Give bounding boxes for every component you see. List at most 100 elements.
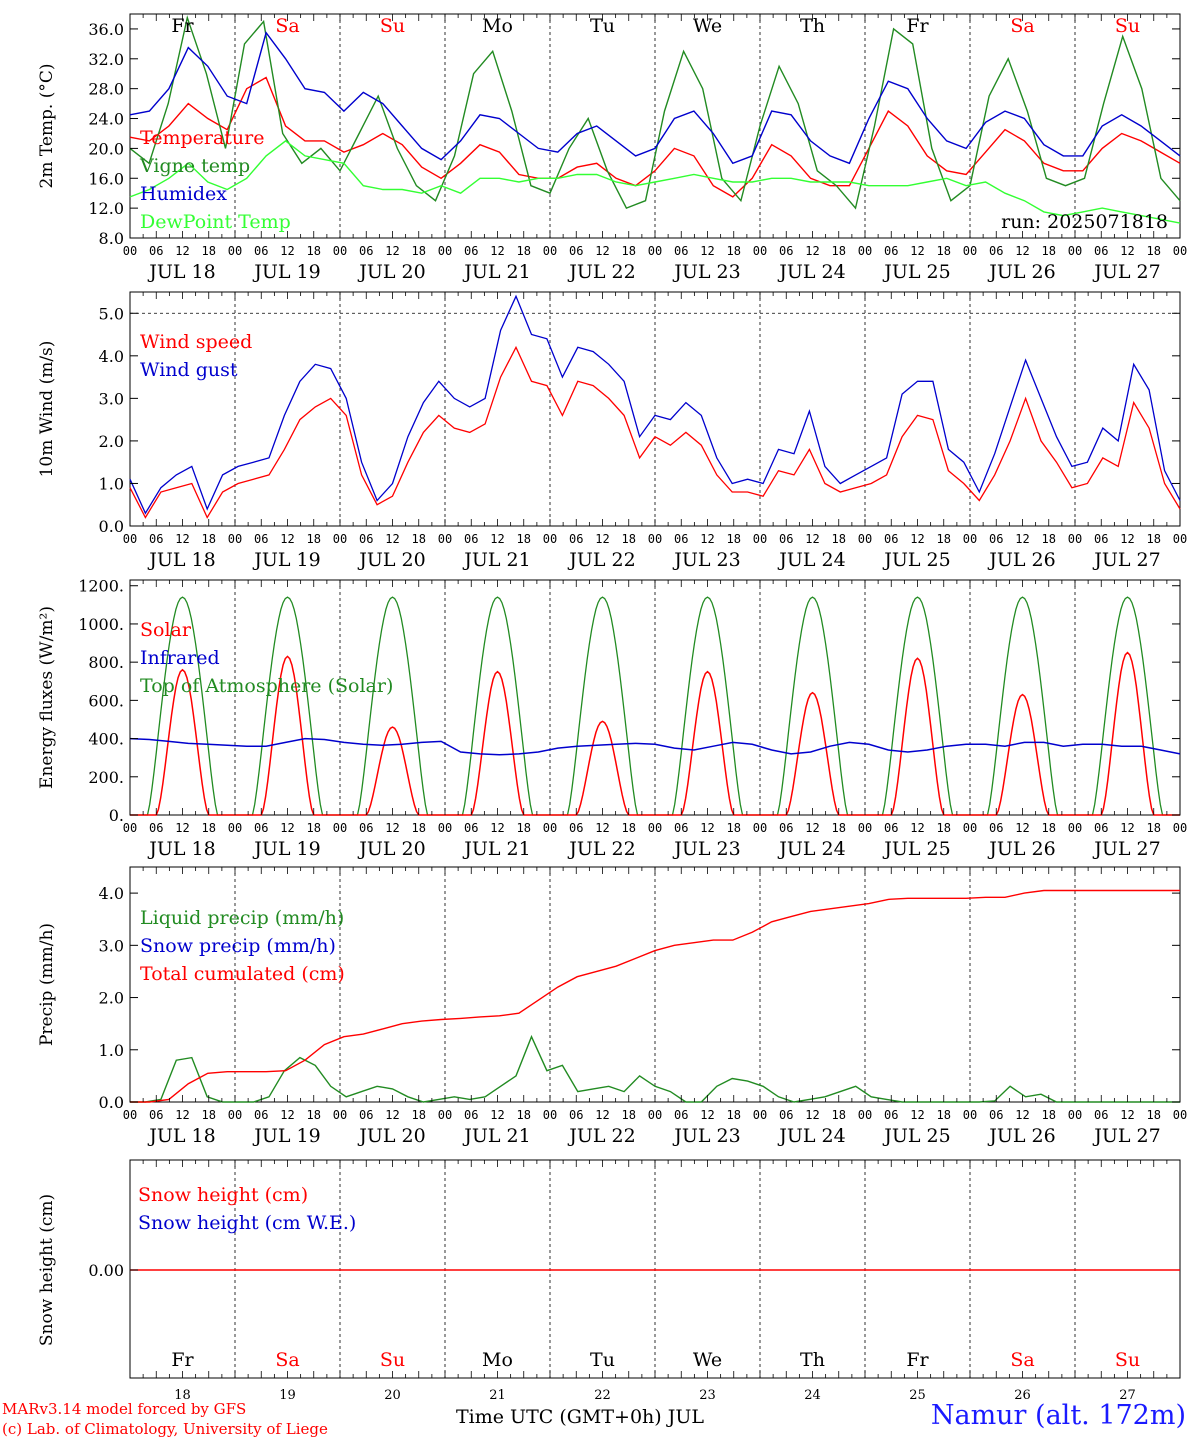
x-date-label: JUL 22 [567, 261, 635, 283]
x-hour-label: 00 [648, 532, 662, 546]
day-name-bottom: Fr [906, 1349, 929, 1371]
x-hour-label: 18 [937, 1108, 951, 1122]
x-hour-label: 06 [779, 821, 793, 835]
x-hour-label: 12 [595, 532, 609, 546]
x-hour-label: 12 [490, 244, 504, 258]
x-hour-label: 12 [910, 244, 924, 258]
x-hour-label: 12 [385, 821, 399, 835]
x-hour-label: 00 [333, 1108, 347, 1122]
day-name: We [693, 15, 722, 37]
x-date-label: JUL 21 [462, 549, 530, 571]
credit-line-2: (c) Lab. of Climatology, University of L… [2, 1420, 328, 1438]
y-tick-label: 0. [109, 806, 124, 825]
x-hour-label: 18 [307, 244, 321, 258]
x-hour-label: 06 [254, 1108, 268, 1122]
y-tick-label: 5.0 [99, 304, 124, 323]
y-tick-label: 20.0 [88, 139, 124, 158]
x-hour-label: 12 [910, 1108, 924, 1122]
y-tick-label: 16.0 [88, 169, 124, 188]
x-hour-label: 12 [175, 244, 189, 258]
x-hour-label: 00 [648, 1108, 662, 1122]
x-hour-label: 00 [1173, 244, 1187, 258]
legend-entry-1: Temperature [140, 127, 264, 149]
legend-entry-3: Top of Atmosphere (Solar) [140, 675, 393, 697]
x-date-label: JUL 26 [987, 838, 1055, 860]
day-name-bottom: We [693, 1349, 722, 1371]
x-date-label: JUL 23 [672, 1125, 740, 1147]
day-number: 22 [594, 1388, 611, 1403]
x-hour-label: 06 [569, 532, 583, 546]
x-hour-label: 18 [937, 821, 951, 835]
x-hour-label: 18 [727, 821, 741, 835]
y-tick-label: 4.0 [99, 884, 124, 903]
day-name-bottom: Th [800, 1349, 825, 1371]
x-hour-label: 00 [123, 1108, 137, 1122]
x-hour-label: 00 [333, 244, 347, 258]
x-hour-label: 00 [228, 532, 242, 546]
x-hour-label: 06 [359, 532, 373, 546]
legend-entry-3: Infrared [140, 647, 220, 669]
day-name: Sa [275, 15, 299, 37]
x-hour-label: 12 [595, 1108, 609, 1122]
x-hour-label: 06 [254, 821, 268, 835]
y-tick-label: 32.0 [88, 50, 124, 69]
x-hour-label: 00 [963, 821, 977, 835]
x-hour-label: 12 [175, 532, 189, 546]
x-hour-label: 06 [254, 532, 268, 546]
x-date-label: JUL 20 [357, 838, 425, 860]
legend-entry-4: Liquid precip (mm/h) [140, 907, 344, 929]
y-tick-label: 28.0 [88, 80, 124, 99]
x-hour-label: 12 [910, 821, 924, 835]
x-date-label: JUL 18 [147, 1125, 215, 1147]
series-line-vigne-temp [129, 15, 1181, 210]
legend-entry-1: Vigne temp [139, 155, 250, 177]
x-hour-label: 06 [1094, 244, 1108, 258]
day-number: 20 [384, 1388, 401, 1403]
x-hour-label: 06 [674, 1108, 688, 1122]
x-hour-label: 12 [700, 532, 714, 546]
x-hour-label: 00 [753, 244, 767, 258]
x-hour-label: 18 [727, 1108, 741, 1122]
x-date-label: JUL 24 [777, 549, 845, 571]
x-hour-label: 18 [412, 821, 426, 835]
x-hour-label: 12 [700, 821, 714, 835]
x-hour-label: 12 [1015, 532, 1029, 546]
x-date-label: JUL 23 [672, 838, 740, 860]
day-name: Tu [590, 15, 615, 37]
day-name: Mo [482, 15, 513, 37]
x-hour-label: 18 [727, 244, 741, 258]
x-hour-label: 18 [937, 244, 951, 258]
x-hour-label: 00 [543, 532, 557, 546]
x-hour-label: 00 [123, 244, 137, 258]
x-hour-label: 00 [438, 1108, 452, 1122]
x-hour-label: 12 [280, 1108, 294, 1122]
x-date-label: JUL 23 [672, 549, 740, 571]
x-date-label: JUL 21 [462, 838, 530, 860]
day-number: 25 [909, 1388, 926, 1403]
day-number: 24 [804, 1388, 821, 1403]
day-name-bottom: Su [380, 1349, 405, 1371]
x-hour-label: 12 [1120, 821, 1134, 835]
y-tick-label: 0.0 [99, 1093, 124, 1112]
y-tick-label: 3.0 [99, 936, 124, 955]
series-line-total-cumulated-cm- [130, 889, 1180, 1103]
day-number: 23 [699, 1388, 716, 1403]
y-tick-label: 2.0 [99, 432, 124, 451]
x-hour-label: 06 [359, 1108, 373, 1122]
x-axis-title: Time UTC (GMT+0h) JUL [456, 1406, 704, 1428]
x-hour-label: 12 [595, 244, 609, 258]
x-hour-label: 18 [1147, 244, 1161, 258]
x-hour-label: 06 [674, 244, 688, 258]
x-hour-label: 06 [674, 821, 688, 835]
panel-frame-1 [129, 13, 1181, 239]
y-tick-label: 24.0 [88, 110, 124, 129]
y-axis-label-3: Energy fluxes (W/m²) [37, 606, 57, 789]
x-hour-label: 06 [674, 532, 688, 546]
x-hour-label: 00 [753, 1108, 767, 1122]
x-hour-label: 06 [884, 532, 898, 546]
y-tick-label: 0.0 [99, 517, 124, 536]
x-hour-label: 06 [464, 1108, 478, 1122]
x-hour-label: 06 [884, 1108, 898, 1122]
x-hour-label: 18 [517, 1108, 531, 1122]
x-hour-label: 18 [517, 244, 531, 258]
